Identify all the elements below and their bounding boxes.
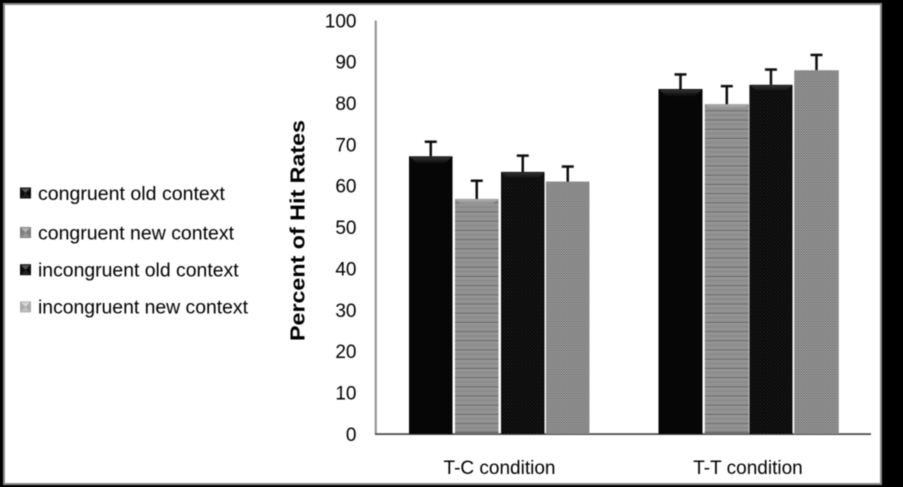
svg-text:10: 10 [335, 383, 356, 404]
svg-text:80: 80 [335, 94, 356, 115]
svg-text:70: 70 [335, 135, 356, 156]
svg-text:Percent of Hit Rates: Percent of Hit Rates [288, 120, 310, 341]
svg-text:incongruent new context: incongruent new context [38, 298, 249, 319]
svg-text:100: 100 [325, 11, 357, 32]
svg-text:congruent old context: congruent old context [38, 184, 226, 205]
svg-text:congruent new context: congruent new context [38, 223, 235, 244]
svg-text:90: 90 [335, 53, 356, 74]
svg-text:incongruent old context: incongruent old context [38, 261, 239, 282]
svg-text:20: 20 [335, 342, 356, 363]
svg-text:30: 30 [335, 301, 356, 322]
svg-text:40: 40 [335, 259, 356, 280]
svg-text:T-C condition: T-C condition [444, 458, 556, 479]
svg-text:50: 50 [335, 218, 356, 239]
svg-text:T-T condition: T-T condition [693, 458, 802, 479]
svg-text:0: 0 [346, 425, 357, 446]
svg-text:60: 60 [335, 177, 356, 198]
